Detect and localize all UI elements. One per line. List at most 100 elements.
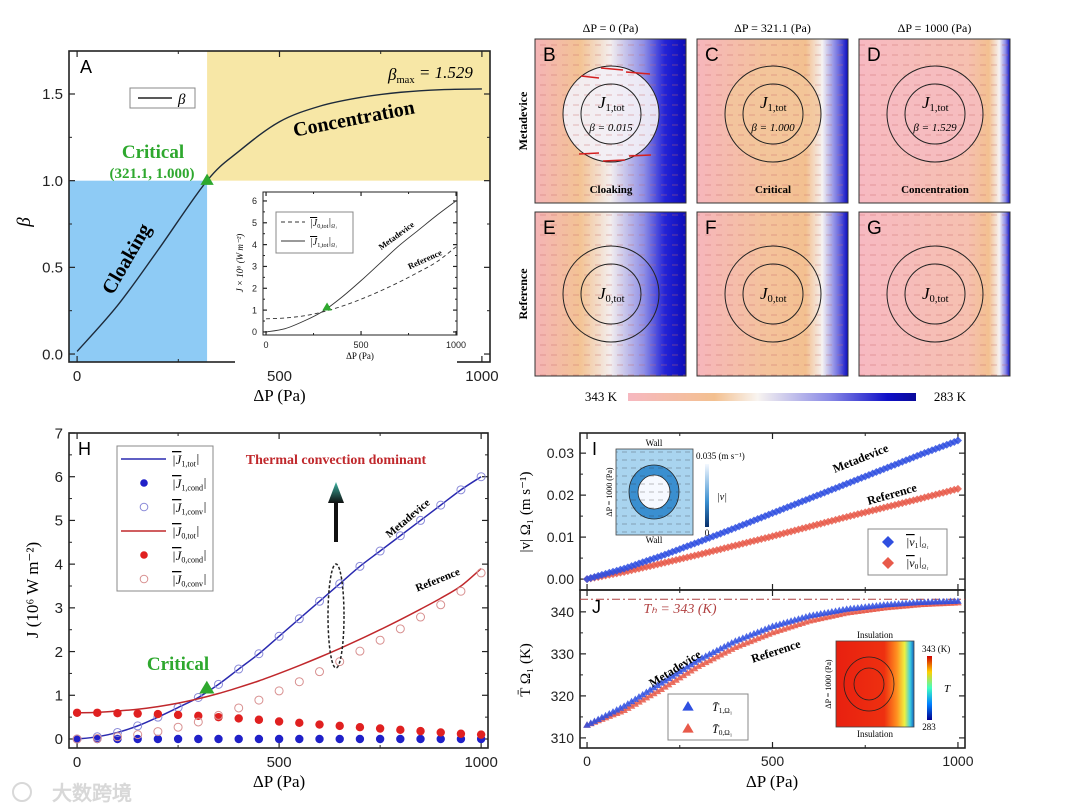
inset-legend-label-main: |J [310, 237, 318, 248]
panel-frame [696, 211, 849, 377]
data-point-j0-cond [274, 717, 284, 726]
j-legend-box [667, 693, 749, 741]
plot-frame [68, 432, 489, 749]
flux-label-sub: 0,tot [606, 294, 625, 305]
outer-circle [724, 245, 822, 343]
data-point-j1-conv [315, 596, 325, 606]
temperature-field [835, 640, 915, 728]
beta-value: β = 1.529 [912, 122, 957, 134]
y-tick-label: 0.02 [547, 487, 574, 503]
flux-label: J0,tot [922, 284, 949, 305]
inset-legend-label: |J1,tot|Ω₁ [310, 236, 337, 249]
data-point-T1 [601, 711, 610, 719]
data-point-T1 [705, 650, 714, 657]
x-tick-label: 0 [264, 340, 269, 350]
data-point-j0-cond [375, 724, 385, 733]
panel-label: C [705, 45, 719, 66]
legend-label-sub: 1,conv [181, 507, 204, 516]
colorbar-left-label: 343 K [585, 389, 618, 404]
data-point-T0 [701, 658, 710, 666]
data-point-j0-conv [274, 686, 284, 696]
legend-label-sub: 0,cond [181, 555, 203, 564]
i-legend-label-main: |v [906, 535, 915, 549]
data-point-T0 [635, 698, 643, 705]
y-axis-label: J (10⁶ W m⁻²) [23, 542, 42, 638]
x-tick-label: 1000 [446, 340, 466, 350]
data-point-T1 [609, 708, 617, 715]
data-point-T0 [687, 667, 695, 674]
legend-label: |J1,conv| [172, 499, 207, 517]
data-point-T0 [650, 689, 658, 697]
data-point-T1 [709, 648, 717, 656]
panel-label: G [867, 218, 882, 239]
data-point-T1 [631, 695, 640, 702]
inner-circle [742, 263, 804, 325]
data-point-j0-conv [395, 624, 405, 634]
series-line-j0-tot [77, 567, 482, 714]
data-point-j0-conv [153, 727, 163, 737]
legend-marker [139, 502, 149, 512]
j-legend-label-sub: 0,Ω₁ [719, 728, 733, 737]
data-point-T0 [727, 645, 736, 652]
flux-label: J1,tot [598, 93, 625, 114]
legend-label-sub: 1,cond [181, 483, 203, 492]
x-tick-label: 0 [583, 753, 591, 769]
y-axis-label: β [14, 217, 35, 228]
i-legend-label-tail: | [918, 555, 921, 569]
data-point-v0 [861, 508, 870, 517]
data-point-T1 [598, 713, 606, 721]
panels-i-j: 0.00 0.01 0.02 0.03 0 500 1000 310 320 330 340 ΔP (… [518, 432, 974, 791]
panels-b-g: ΔP = 0 (Pa) ΔP = 321.1 (Pa) ΔP = 1000 (Pa)… [516, 21, 1011, 404]
regime-label: Concentration [901, 184, 969, 196]
inset-legend-label-sub: 1,tot [317, 242, 328, 249]
critical-point-label: (321.1, 1.000) [110, 166, 195, 182]
data-point-j0-cond [93, 708, 102, 717]
temperature-colorbar-max: 343 (K) [922, 644, 950, 654]
flux-streamlines [697, 212, 848, 376]
data-point-T1 [616, 704, 625, 711]
data-point-j0-conv [416, 612, 426, 622]
insulation-bottom-label: Insulation [857, 729, 893, 739]
data-point-T0 [661, 683, 669, 690]
flux-label: J0,tot [760, 284, 787, 305]
data-point-j1-conv [234, 664, 244, 674]
x-tick-label: 1000 [942, 753, 973, 769]
flux-label-main: J [760, 93, 769, 112]
data-point-j0-conv [213, 710, 223, 720]
x-axis-label: ΔP (Pa) [253, 386, 305, 405]
x-tick-label: 500 [267, 368, 292, 385]
data-point-T0 [724, 647, 732, 654]
metadevice-label: Metadevice [384, 497, 433, 541]
data-point-T1 [624, 700, 632, 707]
flux-label-sub: 0,tot [930, 294, 949, 305]
panel-label: H [78, 439, 91, 459]
data-point-T1 [687, 660, 695, 668]
j-legend-label: T̄0,Ω₁ [712, 722, 733, 737]
data-point-T1 [716, 644, 725, 652]
data-point-j1-cond [72, 734, 82, 744]
legend-label-tail: | [203, 571, 207, 586]
red-flux-arrow [628, 154, 652, 157]
cloaking-region [69, 180, 208, 362]
y-tick-label: 0 [55, 731, 63, 748]
x-tick-label: 0 [73, 754, 81, 771]
data-point-T1 [612, 706, 621, 713]
i-legend-label: |v1|Ω₁ [906, 534, 929, 551]
temperature-colorbar-min: 283 [922, 722, 936, 732]
data-point-v1 [953, 436, 962, 445]
data-point-j0-cond [133, 709, 142, 718]
data-point-T1 [727, 639, 736, 646]
beta-max-label-tail: = 1.529 [415, 63, 474, 82]
panel-h: 0 500 1000 0 1 2 3 4 5 6 7 ΔP (Pa) J (10⁶ W m⁻²) H Cri… [23, 425, 498, 791]
temperature-inner-circle [853, 667, 885, 701]
data-point-j1-cond [274, 734, 284, 744]
i-legend-label-main: |v [906, 556, 915, 570]
column-title: ΔP = 321.1 (Pa) [734, 21, 811, 35]
data-point-T0 [620, 706, 628, 714]
panel-label-i: I [592, 439, 597, 459]
y-tick-label: 310 [551, 730, 575, 746]
legend-label-beta: β [177, 92, 186, 108]
data-point-j1-cond [375, 734, 385, 744]
inset-legend-label-main: |J [310, 218, 318, 229]
